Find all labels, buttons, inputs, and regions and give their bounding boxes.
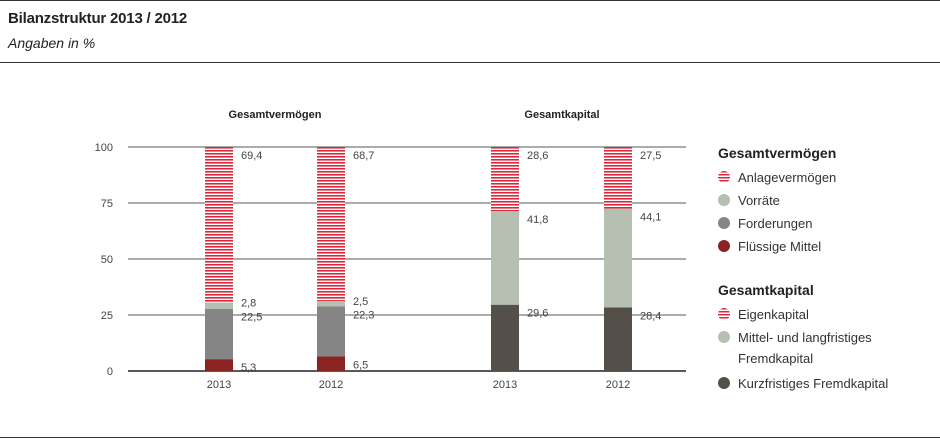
y-tick-label: 50	[101, 254, 113, 266]
bar-segment	[205, 308, 233, 360]
bar-segment	[604, 208, 632, 308]
legend-item-forderungen: Forderungen	[718, 215, 812, 234]
y-tick-label: 75	[101, 198, 113, 210]
legend-item-anlagevermoegen: Anlagevermögen	[718, 169, 836, 188]
chart-title: Bilanzstruktur 2013 / 2012	[8, 10, 188, 27]
x-tick-label: 2012	[319, 379, 343, 391]
legend-swatch-mittel-langfristiges-fremdkapital	[718, 331, 730, 343]
balance-chart: 0 25 50 75 100 Gesamtvermögen 2013 5,3 22,5 2,8 69…	[95, 109, 686, 391]
legend-label: Forderungen	[738, 216, 813, 231]
chart-subtitle: Angaben in %	[8, 35, 96, 51]
legend-label: Vorräte	[738, 193, 780, 208]
bar-segment	[491, 147, 519, 212]
y-tick-label: 25	[101, 310, 113, 322]
legend-label: Flüssige Mittel	[738, 239, 822, 254]
data-label: 28,6	[527, 150, 548, 162]
y-tick-label: 0	[107, 366, 113, 378]
data-label: 44,1	[640, 212, 661, 224]
legend-item-eigenkapital: Eigenkapital	[718, 306, 809, 325]
bar-segment	[205, 359, 233, 371]
legend-label: Anlagevermögen	[738, 170, 837, 185]
legend-swatch-vorraete	[718, 194, 730, 206]
data-label: 22,3	[353, 309, 374, 321]
data-label: 69,4	[241, 150, 262, 162]
y-tick-label: 100	[95, 142, 113, 154]
data-label: 41,8	[527, 214, 548, 226]
data-label: 22,5	[241, 312, 262, 324]
bar-segment	[491, 304, 519, 371]
bar-segment	[205, 302, 233, 309]
data-label: 2,8	[241, 297, 256, 309]
group-title: Gesamtvermögen	[229, 109, 322, 121]
group-title: Gesamtkapital	[524, 109, 599, 121]
data-label: 29,6	[527, 308, 548, 320]
x-tick-label: 2013	[207, 379, 231, 391]
legend-label: Eigenkapital	[738, 307, 809, 322]
data-label: 27,5	[640, 150, 661, 162]
legend-label: Kurzfristiges Fremdkapital	[738, 376, 889, 391]
bar-segment	[317, 306, 345, 357]
legend-swatch-eigenkapital	[718, 308, 730, 320]
bottom-rule	[0, 437, 940, 438]
bar-segment	[205, 147, 233, 303]
legend-title-gesamtkapital: Gesamtkapital	[718, 282, 814, 298]
legend-item-fluessige-mittel: Flüssige Mittel	[718, 238, 821, 257]
data-label: 68,7	[353, 150, 374, 162]
data-label: 6,5	[353, 359, 368, 371]
top-rule	[0, 0, 940, 1]
data-label: 5,3	[241, 362, 256, 374]
legend-item-kurzfristiges-fremdkapital: Kurzfristiges Fremdkapital	[718, 375, 888, 394]
legend-swatch-kurzfristiges-fremdkapital	[718, 377, 730, 389]
legend-label: Mittel- und langfristiges Fremdkapital	[738, 330, 872, 366]
x-tick-label: 2012	[606, 379, 630, 391]
data-label: 2,5	[353, 296, 368, 308]
legend-swatch-forderungen	[718, 217, 730, 229]
legend-swatch-anlagevermoegen	[718, 171, 730, 183]
legend-swatch-fluessige-mittel	[718, 240, 730, 252]
x-tick-label: 2013	[493, 379, 517, 391]
bar-segment	[491, 211, 519, 305]
bar-segment	[604, 147, 632, 209]
bar-segment	[317, 356, 345, 371]
data-label: 28,4	[640, 310, 661, 322]
bar-segment	[604, 307, 632, 371]
legend-item-vorraete: Vorräte	[718, 192, 780, 211]
header-rule	[0, 62, 940, 63]
legend-item-mittel-langfristiges-fremdkapital: Mittel- und langfristiges Fremdkapital	[718, 329, 918, 369]
legend-title-gesamtvermoegen: Gesamtvermögen	[718, 145, 837, 161]
bar-segment	[317, 300, 345, 307]
bar-segment	[317, 147, 345, 301]
